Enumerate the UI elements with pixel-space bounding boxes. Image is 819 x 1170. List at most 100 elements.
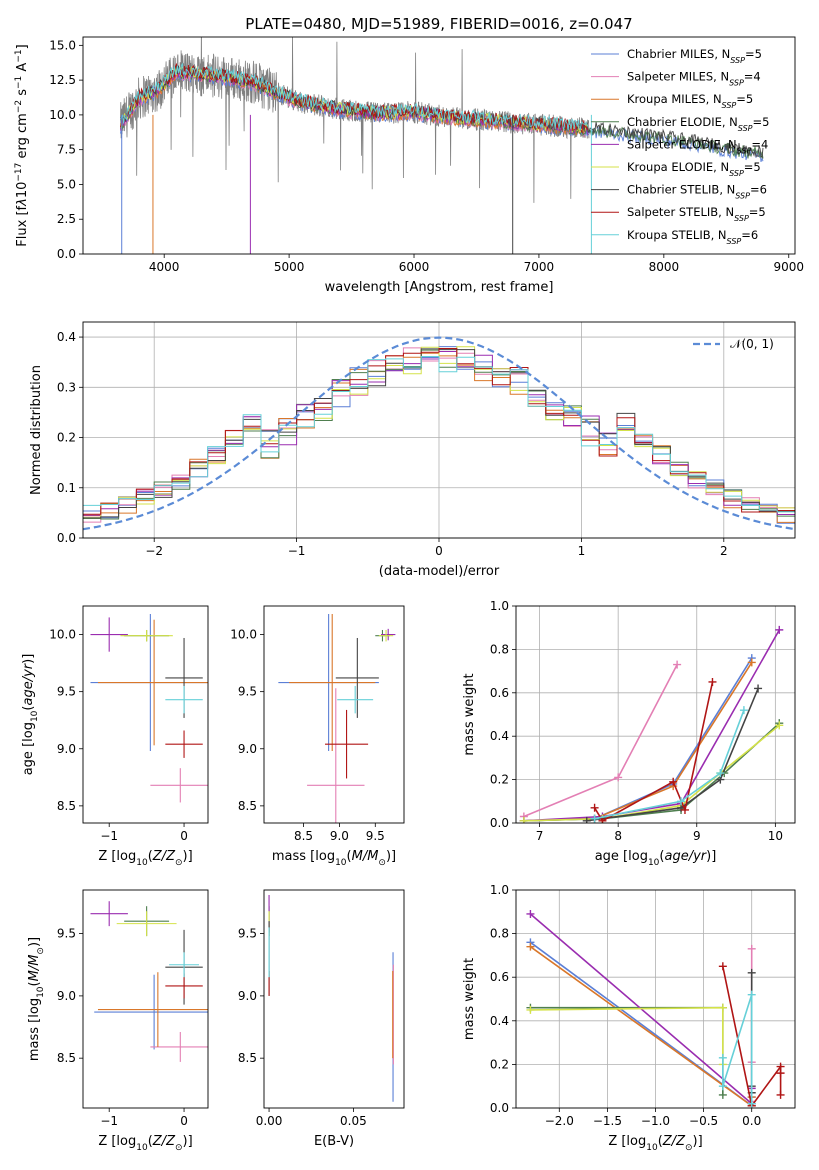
y-axis-label: mass [log10(M/M⊙)] [27,937,46,1061]
axes-frame [515,605,796,824]
legend-entry: Kroupa ELODIE, NSSP=5 [627,160,761,178]
mass-weight-marker [526,1005,535,1014]
y-tick-label: 0.0 [57,247,76,261]
y-tick-label: 1.0 [490,883,509,897]
x-tick-label: −1.5 [593,1114,622,1128]
spectrum-panel: 4000 5000 6000 7000 8000 9000 0.0 2.5 5.0 7.5 10.0… [14,36,804,295]
mass-weight-marker [669,777,678,786]
mass-weight-marker [590,803,599,812]
y-tick-label: 9.0 [238,742,257,756]
errorbar-point [337,685,374,714]
spectrum-plot-area [120,37,764,254]
axes-frame [82,36,796,255]
weight_vs_age-panel: 7 8 9 10 0.0 0.2 0.4 0.6 0.8 1.0 age [log10(age/yr… [462,599,796,868]
errorbar-point [307,688,365,823]
mass-weight-marker [776,1069,785,1078]
mass-weight-line [586,688,759,822]
mass-weight-marker [519,816,528,823]
y-tick-label: 8.5 [238,1051,257,1065]
mass-weight-marker [680,805,689,814]
mass-weight-marker [739,706,748,715]
axes-frame [263,889,405,1109]
age_vs_Z-plot-area [90,613,208,803]
weight_vs_age-plot-area [519,625,784,823]
y-axis-label: Normed distribution [29,365,44,495]
errorbar-point [90,901,128,927]
x-tick-label: 1 [578,544,586,558]
x-axis-label: Z [log10(Z/Z⊙)] [608,1134,702,1153]
x-axis-label: Z [log10(Z/Z⊙)] [98,849,192,868]
y-tick-label: 9.5 [238,685,257,699]
mass-weight-marker [747,944,756,953]
x-tick-label: 0.05 [340,1114,367,1128]
mass-weight-marker [590,814,599,823]
y-axis-label: age [log10(age/yr)] [21,654,40,776]
errorbar-point [381,628,396,641]
x-tick-label: −0.5 [689,1114,718,1128]
x-axis-label: mass [log10(M/M⊙)] [272,849,396,868]
spectrum-model-line [120,62,589,132]
mass-weight-marker [582,816,591,823]
y-tick-label: 10.0 [230,628,257,642]
x-tick-label: −2.0 [545,1114,574,1128]
errorbar-point [169,952,200,978]
x-tick-label: 4000 [149,260,180,274]
x-tick-label: 6000 [399,260,430,274]
x-tick-label: −1 [288,544,306,558]
errorbar-point [165,730,203,758]
y-axis-label: mass weight [462,673,477,755]
errorbar-point [378,629,394,642]
x-tick-label: 8000 [649,260,680,274]
x-axis-label: Z [log10(Z/Z⊙)] [98,1134,192,1153]
errorbar-point [165,973,203,999]
figure-title: PLATE=0480, MJD=51989, FIBERID=0016, z=0… [245,15,632,33]
y-tick-label: 0.3 [57,380,76,394]
mass-weight-line [722,994,753,1104]
residual-histogram [83,356,795,513]
y-tick-label: 0.8 [490,642,509,656]
x-tick-label: 8.5 [294,829,313,843]
y-tick-label: 8.5 [238,799,257,813]
legend-entry: Salpeter STELIB, NSSP=5 [627,205,766,223]
y-tick-label: 0.4 [57,330,76,344]
y-tick-label: 0.2 [490,773,509,787]
mass-weight-marker [747,990,756,999]
mass-weight-marker [673,660,682,669]
x-tick-label: 8 [614,829,622,843]
mass-weight-marker [614,773,623,782]
x-axis-label: wavelength [Angstrom, rest frame] [325,280,554,295]
x-tick-label: 2 [720,544,728,558]
x-axis-label: (data-model)/error [379,564,500,579]
residuals-plot-area [83,336,795,531]
errorbar-point [150,1032,208,1062]
mass-weight-marker [718,1090,727,1099]
y-tick-label: 0.6 [490,970,509,984]
spectrum-model-line [120,62,589,134]
y-tick-label: 15.0 [49,38,76,52]
errorbar-point [90,617,128,652]
axes-frame [82,605,209,824]
y-axis-label: Flux [fλ10−17 erg cm−2 s−1 A−1] [14,44,30,246]
y-tick-label: 1.0 [490,599,509,613]
x-tick-label: 0 [180,829,188,843]
x-tick-label: 9.5 [366,829,385,843]
errorbar-point [97,972,208,1047]
y-tick-label: 2.5 [57,212,76,226]
y-tick-label: 0.4 [490,1014,509,1028]
mass-weight-marker [775,625,784,634]
y-tick-label: 8.5 [57,799,76,813]
x-tick-label: 7 [536,829,544,843]
residuals-panel: −2 −1 0 1 2 0.0 0.1 0.2 0.3 0.4 (data-model)/error… [29,321,796,579]
y-tick-label: 9.0 [57,742,76,756]
x-tick-label: 0.0 [742,1114,761,1128]
errorbar-point [150,768,208,803]
mass-weight-marker [775,721,784,730]
y-tick-label: 5.0 [57,177,76,191]
mass-weight-marker [718,1082,727,1091]
mass_vs_ebv-plot-area [268,894,394,1102]
errorbar-point [120,629,173,642]
x-tick-label: 9 [693,829,701,843]
legend-entry: Kroupa MILES, NSSP=5 [627,92,753,110]
x-axis-label: E(B-V) [314,1134,354,1149]
